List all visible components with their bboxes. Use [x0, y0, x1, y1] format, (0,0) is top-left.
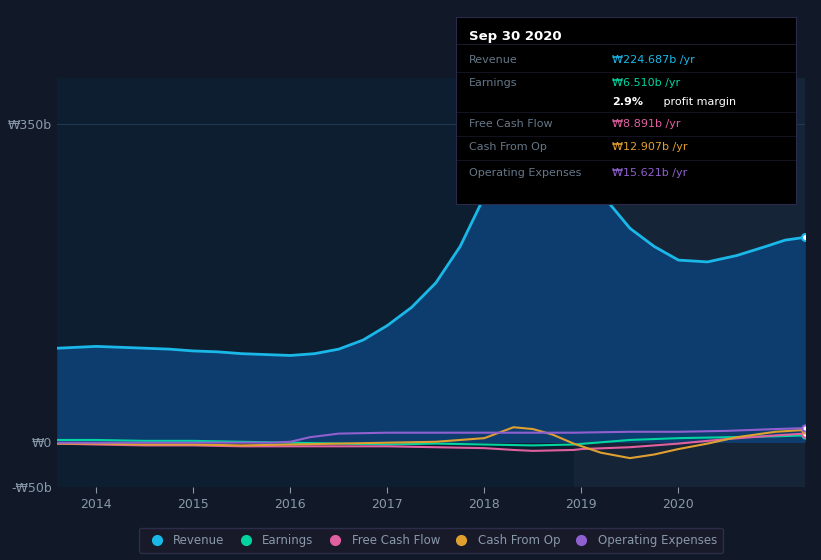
Text: Revenue: Revenue: [470, 55, 518, 65]
Point: [798, 431, 811, 440]
Point: [798, 233, 811, 242]
Text: 2.9%: 2.9%: [612, 97, 644, 107]
Text: ₩12.907b /yr: ₩12.907b /yr: [612, 142, 688, 152]
Text: ₩6.510b /yr: ₩6.510b /yr: [612, 78, 681, 88]
Text: Free Cash Flow: Free Cash Flow: [470, 119, 553, 129]
Text: ₩224.687b /yr: ₩224.687b /yr: [612, 55, 695, 65]
Bar: [574, 78, 805, 487]
Point: [798, 426, 811, 435]
Text: Cash From Op: Cash From Op: [470, 142, 547, 152]
Text: profit margin: profit margin: [660, 97, 736, 107]
Legend: Revenue, Earnings, Free Cash Flow, Cash From Op, Operating Expenses: Revenue, Earnings, Free Cash Flow, Cash …: [139, 528, 723, 553]
Point: [798, 424, 811, 433]
Text: ₩15.621b /yr: ₩15.621b /yr: [612, 167, 688, 178]
Text: Sep 30 2020: Sep 30 2020: [470, 30, 562, 43]
Text: Earnings: Earnings: [470, 78, 518, 88]
Point: [798, 429, 811, 438]
Text: ₩8.891b /yr: ₩8.891b /yr: [612, 119, 681, 129]
Text: Operating Expenses: Operating Expenses: [470, 167, 581, 178]
